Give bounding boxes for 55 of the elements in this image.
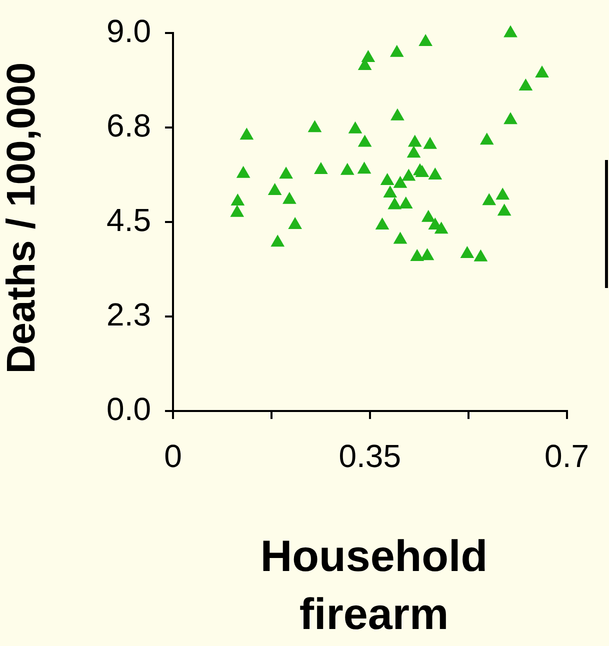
y-tick-label: 0.0: [106, 390, 151, 427]
point: [504, 112, 518, 124]
point: [402, 169, 416, 181]
point: [230, 205, 244, 217]
point: [394, 232, 407, 244]
y-axis-title: Deaths / 100,000: [0, 62, 44, 374]
point: [376, 218, 389, 230]
point: [282, 192, 296, 204]
point: [271, 235, 284, 247]
point: [340, 163, 354, 175]
point: [408, 135, 422, 147]
point: [460, 246, 474, 258]
point: [394, 176, 407, 188]
point: [420, 248, 434, 260]
point: [268, 184, 282, 196]
y-tick-label: 4.5: [106, 202, 151, 238]
point: [358, 135, 372, 147]
point: [390, 45, 404, 57]
x-tick-label: 0: [164, 438, 182, 474]
point: [390, 108, 404, 120]
point: [424, 137, 437, 149]
point: [236, 166, 250, 178]
point: [348, 122, 362, 134]
x-axis-title: Household firearm: [259, 531, 489, 641]
point: [416, 165, 429, 177]
y-tick-label: 6.8: [106, 107, 151, 144]
point: [422, 210, 435, 222]
point: [519, 79, 532, 91]
point: [358, 162, 371, 174]
point: [480, 133, 494, 145]
point: [474, 250, 488, 262]
point: [498, 204, 511, 216]
x-tick-label: 0.35: [338, 438, 402, 474]
point: [308, 120, 322, 132]
point: [384, 186, 397, 198]
y-tick-label: 2.3: [106, 296, 151, 332]
point: [280, 167, 293, 179]
point: [399, 196, 412, 208]
point: [240, 128, 254, 140]
point: [535, 66, 549, 78]
x-tick-label: 0.7: [544, 438, 589, 474]
point: [314, 162, 328, 174]
point: [410, 249, 424, 261]
point: [482, 194, 496, 206]
point: [388, 198, 402, 210]
point: [434, 222, 448, 234]
point: [428, 168, 442, 180]
point: [288, 218, 302, 230]
point: [504, 26, 518, 38]
point: [419, 34, 432, 46]
point: [380, 173, 394, 185]
y-tick-label: 9.0: [106, 13, 151, 50]
point: [231, 194, 244, 206]
point: [407, 146, 420, 158]
point: [496, 188, 510, 200]
